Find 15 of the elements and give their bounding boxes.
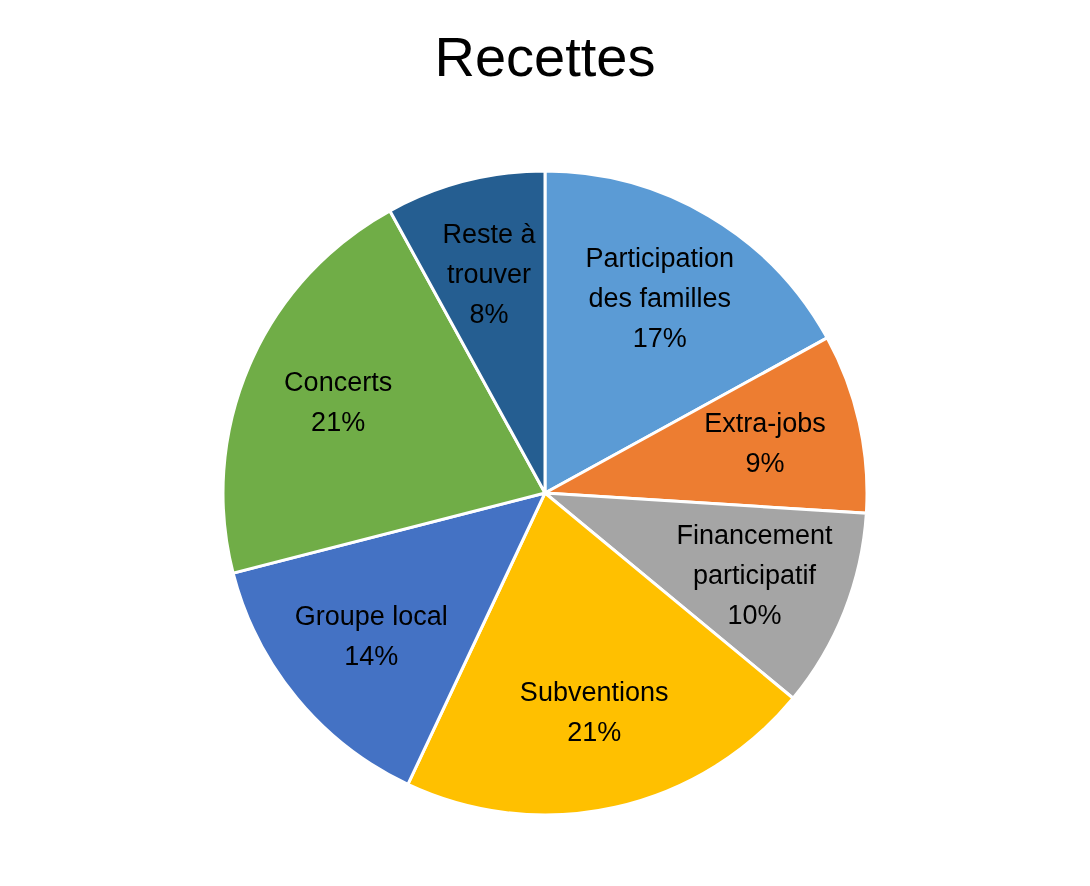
slice-label: Subventions <box>519 676 669 707</box>
data-label: 17% <box>632 322 687 353</box>
slice-label: Extra-jobs <box>704 407 826 438</box>
data-label: 10% <box>727 599 782 630</box>
data-label: 21% <box>567 716 622 747</box>
data-label: 8% <box>469 298 509 329</box>
slice-label: Participation des familles <box>585 242 735 313</box>
slice-label: Reste à trouver <box>442 218 537 289</box>
slice-label: Financement participatif <box>676 519 834 590</box>
slice-label: Groupe local <box>294 600 448 631</box>
data-label: 21% <box>311 407 366 438</box>
data-label: 14% <box>344 640 399 671</box>
slice-label: Concerts <box>284 367 393 398</box>
data-label: 9% <box>745 447 785 478</box>
chart-title: Recettes <box>434 25 656 88</box>
